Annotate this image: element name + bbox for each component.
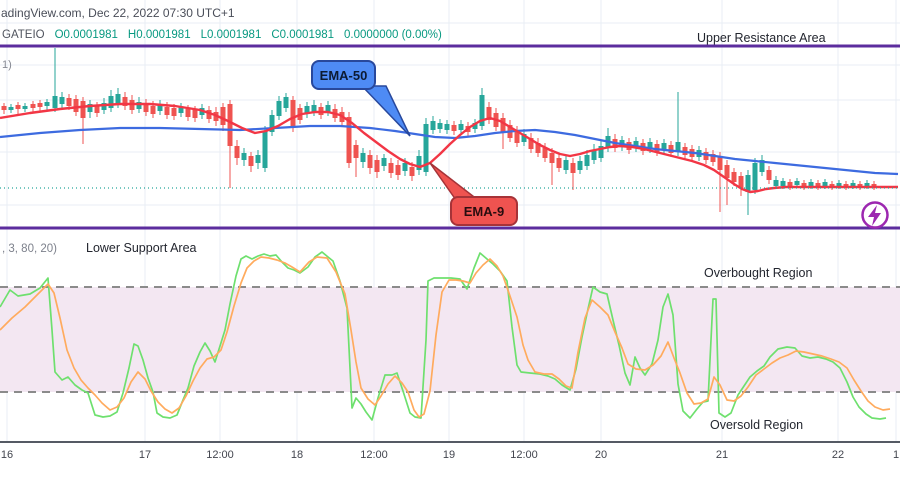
support-resistance-lines-layer xyxy=(0,44,900,230)
ema9-callout[interactable]: EMA-9 xyxy=(450,196,518,226)
stochastic-lines-layer xyxy=(0,251,891,421)
indicator-legend-fragment: 1) xyxy=(2,59,12,71)
oversold-region-label: Oversold Region xyxy=(710,418,804,432)
time-tick-label: 1 xyxy=(892,449,900,461)
time-tick-label: 22 xyxy=(831,449,845,461)
time-tick-label: 12:00 xyxy=(360,449,388,461)
time-tick-label: 19 xyxy=(442,449,456,461)
time-tick-label: 12:00 xyxy=(206,449,234,461)
symbol-ohlc-row: GATEIO O0.0001981 H0.0001981 L0.0001981 C0.0… xyxy=(2,29,452,41)
time-tick-label: 12:00 xyxy=(510,449,538,461)
time-tick-label: 20 xyxy=(594,449,608,461)
overbought-region-label: Overbought Region xyxy=(704,266,813,280)
time-tick-label: 17 xyxy=(138,449,152,461)
ohlc-close: C0.0001981 xyxy=(271,29,335,41)
symbol-label: GATEIO xyxy=(2,29,45,41)
ohlc-high: H0.0001981 xyxy=(127,29,191,41)
flash-order-button[interactable] xyxy=(861,201,889,229)
ohlc-open: O0.0001981 xyxy=(54,29,118,41)
stochastic-legend-fragment: , 3, 80, 20) xyxy=(2,243,57,255)
time-tick-label: 21 xyxy=(715,449,729,461)
time-tick-label: 16 xyxy=(0,449,14,461)
stochastic-band-layer xyxy=(0,286,900,443)
ema50-callout[interactable]: EMA-50 xyxy=(311,60,376,90)
ohlc-change: 0.0000000 (0.00%) xyxy=(344,29,442,41)
lower-support-label: Lower Support Area xyxy=(86,241,197,255)
lightning-icon xyxy=(868,205,881,226)
time-tick-label: 18 xyxy=(290,449,304,461)
watermark-date: adingView.com, Dec 22, 2022 07:30 UTC+1 xyxy=(1,6,235,20)
time-axis[interactable]: 16 17 12:00 18 12:00 19 12:00 20 21 22 1 xyxy=(0,444,900,466)
callout-pointers-layer xyxy=(360,85,481,201)
ohlc-low: L0.0001981 xyxy=(200,29,262,41)
upper-resistance-label: Upper Resistance Area xyxy=(697,31,826,45)
